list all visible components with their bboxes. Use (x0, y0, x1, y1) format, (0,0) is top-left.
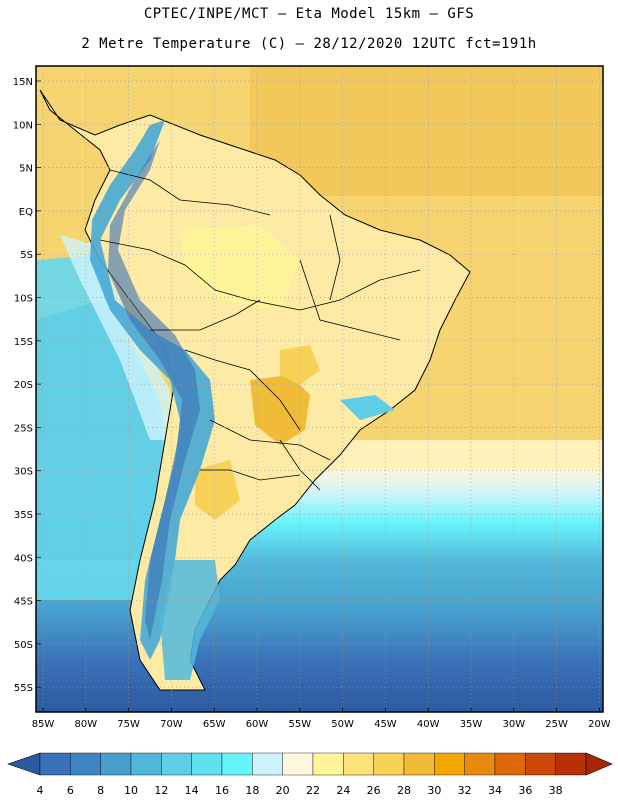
lon-label: 45W (374, 719, 397, 730)
colorbar-tick: 6 (67, 784, 74, 797)
colorbar-tick: 4 (37, 784, 44, 797)
se-brazil-cool-patch (340, 395, 395, 420)
colorbar-tick: 22 (306, 784, 320, 797)
temperature-field (36, 66, 603, 712)
colorbar (7, 752, 613, 776)
latitude-labels: 15N 10N 5N EQ 5S 10S 15S 20S 25S 30S 35S 40S 45S 50S 5… (13, 77, 33, 694)
andes-cold-core (108, 140, 200, 640)
colorbar-swatch (312, 752, 344, 776)
colorbar-swatch (343, 752, 374, 776)
lon-label: 55W (288, 719, 311, 730)
lon-label: 30W (502, 719, 525, 730)
colorbar-swatch (494, 752, 526, 776)
lat-label: 15S (14, 337, 33, 348)
lon-label: 35W (460, 719, 483, 730)
colorbar-tick: 24 (336, 784, 350, 797)
colorbar-swatch (282, 752, 314, 776)
lon-label: 70W (160, 719, 183, 730)
colorbar-tick: 16 (215, 784, 229, 797)
ocean-warm-north (250, 66, 603, 196)
lat-label: 5S (20, 250, 33, 261)
colorbar-swatch (191, 752, 223, 776)
colorbar-swatch (39, 752, 71, 776)
colorbar-swatch (373, 752, 405, 776)
colorbar-tick: 26 (367, 784, 381, 797)
colorbar-swatch (70, 752, 101, 776)
lon-label: 75W (117, 719, 140, 730)
colorbar-swatch (252, 752, 283, 776)
colorbar-swatch (130, 752, 162, 776)
colorbar-tick: 18 (245, 784, 259, 797)
colorbar-swatch (403, 752, 435, 776)
colorbar-swatch (434, 752, 465, 776)
colorbar-tick: 8 (97, 784, 104, 797)
colorbar-swatch (161, 752, 192, 776)
lat-label: 55S (14, 683, 33, 694)
map-title: CPTEC/INPE/MCT – Eta Model 15km – GFS (143, 6, 475, 22)
colorbar-tick: 32 (458, 784, 472, 797)
lon-label: 65W (203, 719, 226, 730)
colorbar-swatch (525, 752, 556, 776)
warm-pampas (195, 460, 240, 520)
colorbar-tick: 28 (397, 784, 411, 797)
lat-label: 30S (14, 467, 33, 478)
lat-label: 5N (19, 164, 33, 175)
colorbar-under-arrow (7, 752, 41, 776)
lat-label: 45S (14, 597, 33, 608)
lon-label: 50W (331, 719, 354, 730)
colorbar-swatch (555, 752, 587, 776)
colorbar-tick: 34 (488, 784, 502, 797)
lat-label: 40S (14, 553, 33, 564)
colorbar-swatch (464, 752, 496, 776)
lat-label: 20S (14, 380, 33, 391)
colorbar-swatch (100, 752, 132, 776)
lat-label: 35S (14, 510, 33, 521)
lon-label: 60W (246, 719, 269, 730)
lat-label: 15N (13, 77, 33, 88)
colorbar-tick: 38 (549, 784, 563, 797)
longitude-labels: 85W 80W 75W 70W 65W 60W 55W 50W 45W 40W 35W 30W 25W 2… (32, 719, 611, 730)
colorbar-tick: 10 (124, 784, 138, 797)
pacific-nearshore (60, 235, 175, 440)
warm-amazon (180, 225, 300, 310)
colorbar-tick: 20 (276, 784, 290, 797)
colorbar-tick: 14 (185, 784, 199, 797)
patagonia-cool (160, 560, 220, 680)
colorbar-tick: 12 (154, 784, 168, 797)
hot-core-central (280, 345, 320, 385)
map-frame (35, 65, 604, 713)
lat-label: 10N (13, 120, 33, 131)
lon-label: 20W (588, 719, 611, 730)
colorbar-tick: 30 (427, 784, 441, 797)
lon-label: 40W (417, 719, 440, 730)
map-subtitle: 2 Metre Temperature (C) – 28/12/2020 12U… (81, 36, 537, 52)
lon-label: 85W (32, 719, 55, 730)
colorbar-swatch (221, 752, 253, 776)
colorbar-tick-labels: 4 6 8 10 12 14 16 18 20 22 24 26 28 30 32 34 36 38 (37, 784, 563, 797)
lon-label: 80W (74, 719, 97, 730)
lat-label: 25S (14, 423, 33, 434)
colorbar-tick: 36 (518, 784, 532, 797)
lat-label: EQ (19, 207, 33, 218)
colorbar-over-arrow (585, 752, 613, 776)
lat-label: 50S (14, 640, 33, 651)
lon-label: 25W (545, 719, 568, 730)
lat-label: 10S (14, 294, 33, 305)
graticule (36, 66, 603, 712)
